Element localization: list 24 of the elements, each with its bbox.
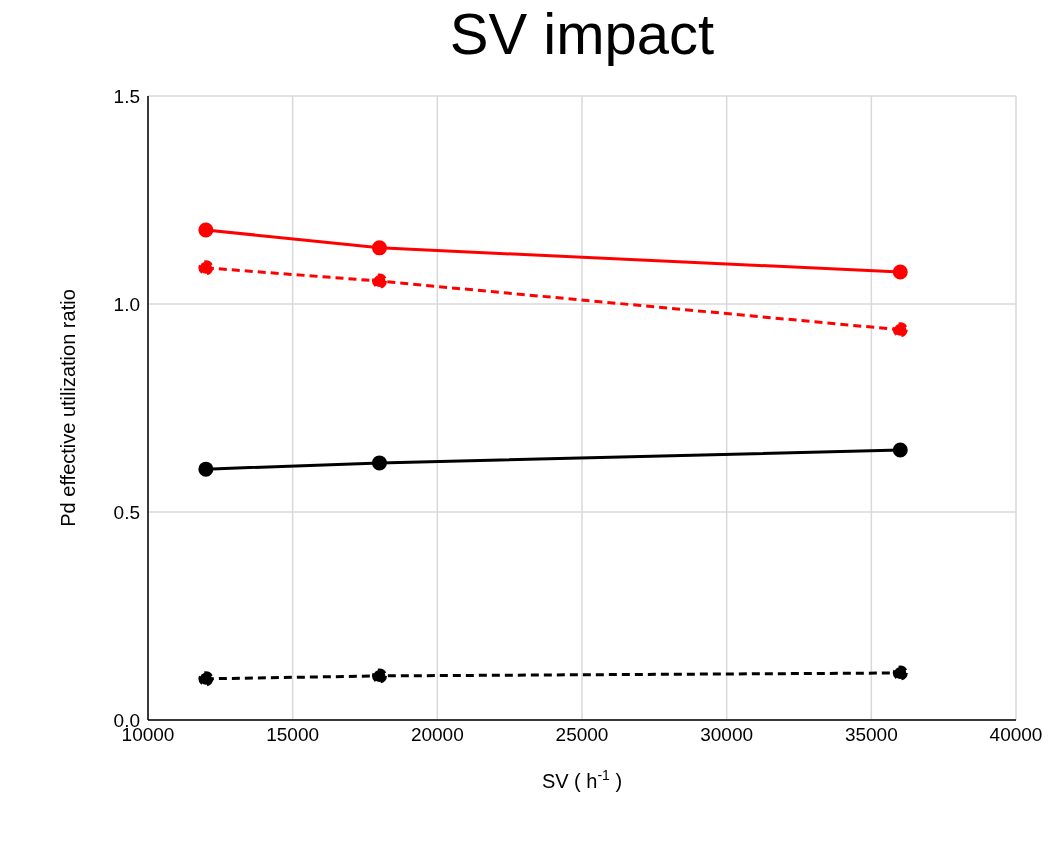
point	[198, 461, 214, 477]
x-tick-label: 15000	[266, 724, 320, 746]
point	[371, 668, 387, 684]
point	[198, 260, 214, 276]
y-tick-label: 0.5	[113, 501, 140, 523]
point	[892, 442, 908, 458]
point	[892, 665, 908, 681]
x-axis-title: SV ( h$^{-1}$ )	[541, 767, 623, 792]
x-tick-label: 35000	[844, 724, 898, 746]
y-tick-label: 1.5	[113, 85, 140, 107]
point	[371, 455, 387, 471]
point	[892, 264, 908, 280]
x-tick-label: 25000	[555, 724, 609, 746]
point	[892, 322, 908, 338]
point	[371, 273, 387, 289]
x-tick-label: 40000	[989, 724, 1043, 746]
x-tick-label: 30000	[700, 724, 754, 746]
y-tick-label: 1.0	[113, 293, 140, 315]
chart-title: SV impact	[448, 0, 716, 67]
y-axis-title: Pd effective utilization ratio	[57, 289, 80, 527]
point	[198, 222, 214, 238]
point	[198, 671, 214, 687]
point	[371, 240, 387, 256]
x-tick-label: 20000	[410, 724, 464, 746]
